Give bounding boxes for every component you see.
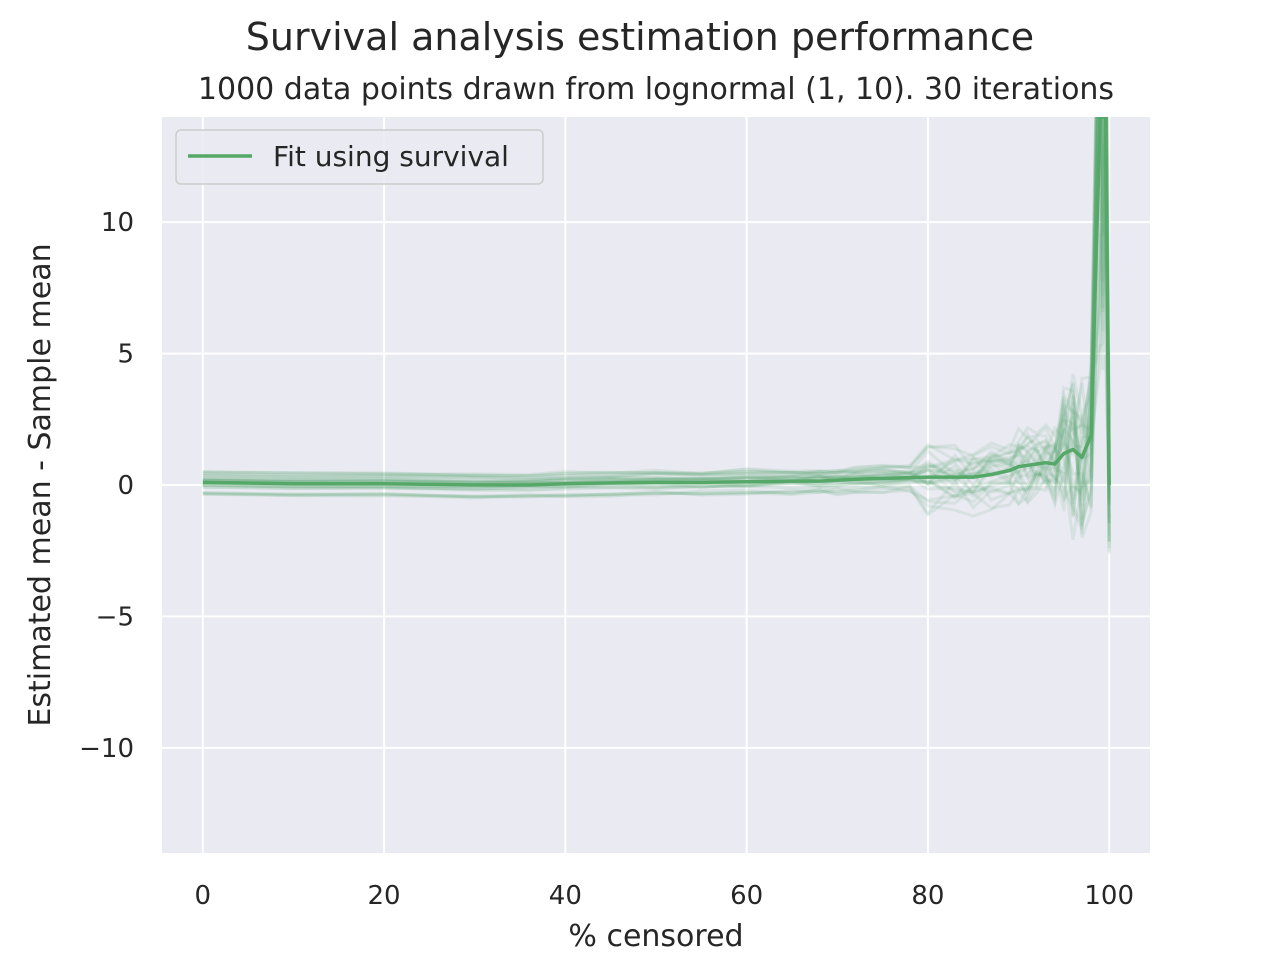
iteration-line bbox=[202, 117, 1111, 536]
tick-layer: 0 20 40 60 80 100 −10 −5 0 5 10 bbox=[79, 208, 1134, 911]
x-tick-label: 80 bbox=[911, 881, 944, 911]
iteration-line bbox=[202, 117, 1111, 520]
chart-title: Survival analysis estimation performance bbox=[246, 15, 1034, 59]
y-axis-title: Estimated mean - Sample mean bbox=[23, 243, 58, 726]
legend-label: Fit using survival bbox=[273, 140, 509, 173]
iteration-line bbox=[202, 117, 1111, 516]
iteration-line bbox=[202, 117, 1111, 539]
iteration-line bbox=[202, 117, 1111, 541]
y-tick-label: 0 bbox=[117, 471, 134, 501]
iteration-line bbox=[202, 117, 1111, 502]
legend: Fit using survival bbox=[175, 129, 544, 185]
iteration-line bbox=[202, 117, 1111, 542]
x-tick-label: 60 bbox=[730, 881, 763, 911]
y-tick-label: 10 bbox=[101, 208, 134, 238]
iteration-line bbox=[202, 144, 1111, 524]
x-tick-label: 100 bbox=[1084, 881, 1134, 911]
iteration-line bbox=[202, 117, 1111, 542]
iteration-line bbox=[202, 149, 1111, 543]
x-tick-label: 0 bbox=[195, 881, 212, 911]
iteration-line bbox=[202, 117, 1111, 504]
x-tick-label: 40 bbox=[549, 881, 582, 911]
iteration-line bbox=[202, 117, 1111, 555]
x-axis-title: % censored bbox=[568, 919, 743, 954]
iteration-line bbox=[202, 117, 1111, 505]
series-lines bbox=[202, 117, 1111, 487]
y-tick-label: 5 bbox=[117, 340, 134, 370]
y-tick-label: −10 bbox=[79, 734, 134, 764]
legend-box bbox=[175, 129, 544, 185]
iteration-line bbox=[202, 117, 1111, 480]
iteration-line bbox=[202, 117, 1111, 535]
iteration-line bbox=[202, 117, 1111, 549]
chart-subtitle: 1000 data points drawn from lognormal (1… bbox=[198, 72, 1114, 107]
iteration-line bbox=[202, 117, 1111, 500]
x-tick-label: 20 bbox=[368, 881, 401, 911]
iteration-line bbox=[202, 117, 1111, 524]
iteration-line bbox=[202, 117, 1111, 528]
y-tick-label: −5 bbox=[96, 602, 134, 632]
iteration-line bbox=[202, 117, 1111, 552]
series-line-fit-using-survival bbox=[202, 117, 1111, 487]
iteration-line bbox=[202, 117, 1111, 483]
iteration-line bbox=[202, 117, 1111, 512]
